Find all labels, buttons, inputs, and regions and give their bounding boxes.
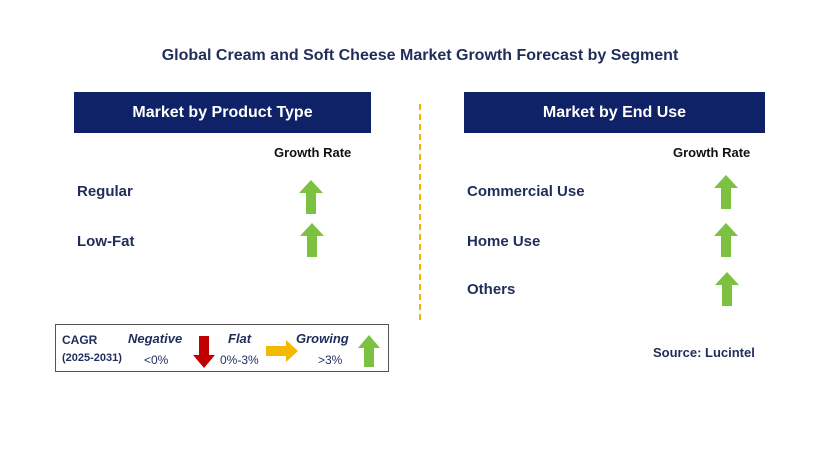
row-label-low-fat: Low-Fat [77, 233, 135, 250]
panel-divider [419, 104, 421, 320]
legend-negative-label: Negative [128, 331, 183, 346]
source-note: Source: Lucintel [653, 345, 755, 360]
down-arrow-icon [193, 336, 215, 368]
legend-flat-label: Flat [228, 331, 252, 346]
up-arrow-icon [715, 272, 739, 306]
legend-growing-range: >3% [318, 353, 343, 367]
end-use-header: Market by End Use [464, 92, 765, 133]
legend-period: (2025-2031) [62, 352, 122, 364]
up-arrow-icon [714, 175, 738, 209]
end-use-header-label: Market by End Use [542, 103, 687, 121]
chart-title: Global Cream and Soft Cheese Market Grow… [161, 47, 679, 64]
up-arrow-icon [299, 180, 323, 214]
right-growth-rate-label: Growth Rate [673, 145, 751, 160]
left-growth-rate-label: Growth Rate [274, 145, 352, 160]
right-arrow-icon [266, 340, 298, 362]
legend-growing-label: Growing [296, 331, 349, 346]
up-arrow-icon [300, 223, 324, 257]
row-label-regular: Regular [77, 183, 133, 200]
product-type-header-label: Market by Product Type [132, 103, 313, 121]
row-label-commercial-use: Commercial Use [467, 183, 585, 200]
product-type-header: Market by Product Type [74, 92, 371, 133]
up-arrow-icon [358, 335, 380, 367]
cagr-legend: CAGR (2025-2031) Negative <0% Flat 0%-3%… [55, 324, 389, 372]
row-label-others: Others [467, 281, 516, 298]
legend-cagr-label: CAGR [62, 333, 98, 347]
legend-negative-range: <0% [144, 353, 169, 367]
row-label-home-use: Home Use [467, 233, 541, 250]
up-arrow-icon [714, 223, 738, 257]
legend-flat-range: 0%-3% [220, 353, 259, 367]
